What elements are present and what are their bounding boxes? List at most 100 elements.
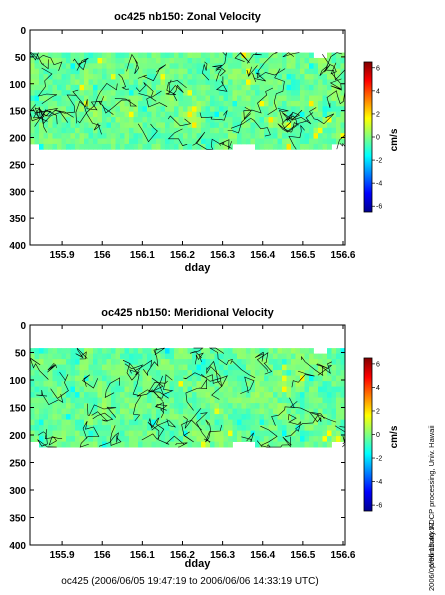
velocity-cell [300, 122, 305, 129]
velocity-cell [313, 381, 319, 387]
velocity-cell [210, 397, 215, 404]
velocity-cell [313, 138, 319, 145]
x-axis-label: dday [185, 558, 212, 570]
velocity-cell [210, 414, 215, 420]
velocity-cell [205, 138, 211, 145]
velocity-cell [214, 127, 220, 134]
velocity-cell [286, 143, 292, 150]
velocity-cell [178, 408, 184, 415]
velocity-cell [34, 425, 40, 431]
velocity-cell [214, 138, 220, 145]
velocity-cell [205, 375, 211, 382]
velocity-cell [196, 359, 202, 365]
velocity-cell [201, 436, 206, 442]
velocity-cell [75, 95, 80, 102]
velocity-cell [93, 100, 98, 107]
velocity-cell [183, 408, 188, 415]
velocity-cell [160, 359, 166, 365]
y-tick-label: 50 [15, 53, 27, 64]
velocity-cell [174, 84, 179, 91]
velocity-cell [286, 392, 292, 398]
velocity-cell [102, 419, 107, 426]
velocity-cell [205, 84, 211, 91]
velocity-cell [187, 348, 193, 354]
velocity-cell [115, 425, 121, 431]
velocity-cell [264, 364, 269, 371]
velocity-cell [309, 52, 314, 59]
velocity-cell [183, 143, 188, 150]
x-tick-label: 156.1 [130, 550, 155, 561]
velocity-cell [309, 122, 314, 129]
velocity-cell [66, 353, 71, 360]
contour-line [124, 363, 144, 376]
velocity-cell [210, 68, 215, 75]
velocity-cell [70, 430, 76, 437]
velocity-cell [115, 111, 121, 118]
velocity-cell [66, 441, 71, 448]
velocity-cell [201, 375, 206, 382]
velocity-cell [331, 436, 337, 442]
velocity-cell [223, 414, 229, 420]
velocity-cell [66, 52, 71, 59]
velocity-cell [183, 68, 188, 75]
velocity-cell [43, 57, 49, 64]
velocity-cell [102, 122, 107, 129]
velocity-cell [246, 74, 251, 80]
velocity-cell [214, 364, 220, 371]
velocity-cell [322, 408, 328, 415]
velocity-cell [48, 79, 53, 86]
velocity-cell [313, 375, 319, 382]
velocity-cell [160, 95, 166, 102]
velocity-cell [39, 106, 44, 113]
velocity-cell [97, 74, 103, 80]
velocity-cell [88, 375, 94, 382]
colorbar-tick-label: 4 [376, 88, 380, 95]
velocity-cell [309, 106, 314, 113]
velocity-cell [277, 127, 283, 134]
velocity-cell [111, 397, 116, 404]
velocity-cell [255, 375, 260, 382]
velocity-cell [268, 441, 274, 448]
velocity-cell [250, 386, 256, 393]
velocity-cell [52, 381, 58, 387]
velocity-cell [255, 122, 260, 129]
velocity-cell [129, 143, 134, 150]
velocity-cell [174, 381, 179, 387]
velocity-cell [327, 106, 332, 113]
velocity-cell [93, 63, 98, 70]
velocity-cell [66, 143, 71, 150]
velocity-cell [84, 414, 89, 420]
velocity-cell [133, 386, 139, 393]
velocity-cell [309, 63, 314, 70]
velocity-cell [39, 414, 44, 420]
velocity-cell [210, 143, 215, 150]
velocity-cell [133, 100, 139, 107]
velocity-cell [34, 408, 40, 415]
velocity-cell [300, 441, 305, 448]
velocity-cell [273, 52, 278, 59]
velocity-cell [178, 370, 184, 376]
velocity-cell [169, 364, 175, 371]
velocity-cell [322, 57, 328, 64]
velocity-cell [111, 117, 116, 123]
contour-line [199, 110, 228, 121]
velocity-cell [52, 348, 58, 354]
velocity-cell [43, 392, 49, 398]
velocity-cell [52, 52, 58, 59]
velocity-cell [84, 133, 89, 139]
velocity-cell [259, 106, 265, 113]
velocity-cell [156, 95, 161, 102]
velocity-cell [39, 57, 44, 64]
velocity-cell [178, 52, 184, 59]
velocity-cell [196, 143, 202, 150]
colorbar-tick-label: 2 [376, 111, 380, 118]
velocity-cell [48, 436, 53, 442]
velocity-cell [169, 106, 175, 113]
velocity-cell [147, 419, 152, 426]
velocity-cell [39, 381, 44, 387]
velocity-cell [219, 370, 224, 376]
velocity-cell [255, 441, 260, 448]
velocity-cell [61, 381, 67, 387]
velocity-cell [151, 441, 157, 448]
velocity-cell [228, 68, 233, 75]
